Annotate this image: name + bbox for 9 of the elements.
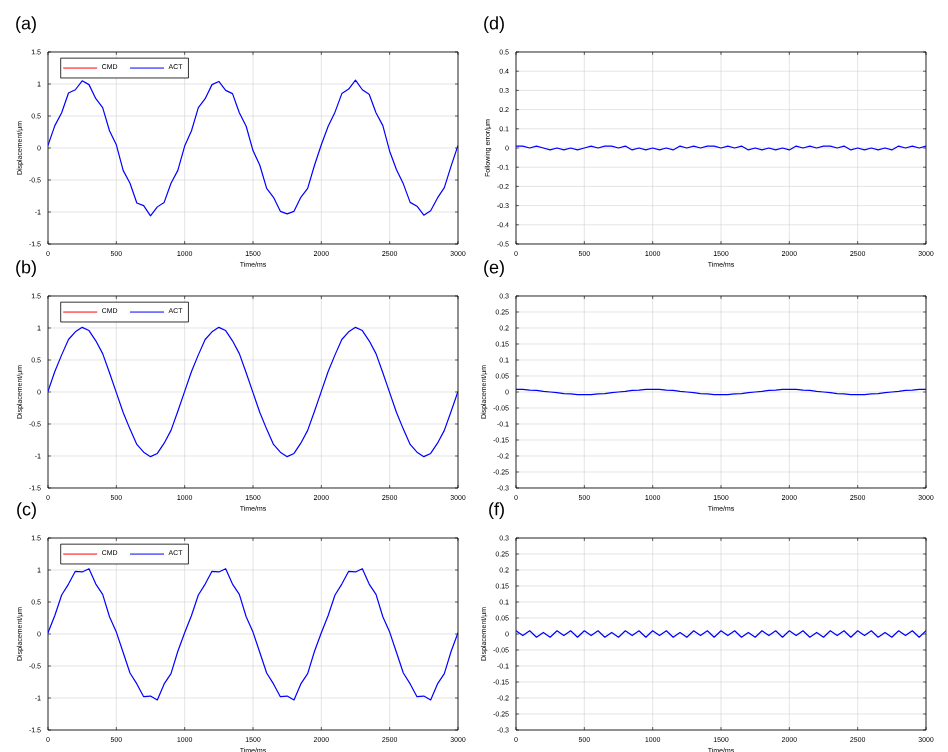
chart-title: (a) bbox=[16, 16, 36, 33]
chart-title: (b) bbox=[16, 260, 36, 278]
chart-title: (e) bbox=[484, 260, 504, 278]
line-series bbox=[48, 326, 458, 458]
chart-title: (f) bbox=[489, 502, 504, 520]
chart-title: (c) bbox=[17, 502, 36, 520]
line-series bbox=[48, 79, 458, 217]
line-series bbox=[48, 568, 458, 701]
chart-title: (d) bbox=[484, 16, 504, 33]
